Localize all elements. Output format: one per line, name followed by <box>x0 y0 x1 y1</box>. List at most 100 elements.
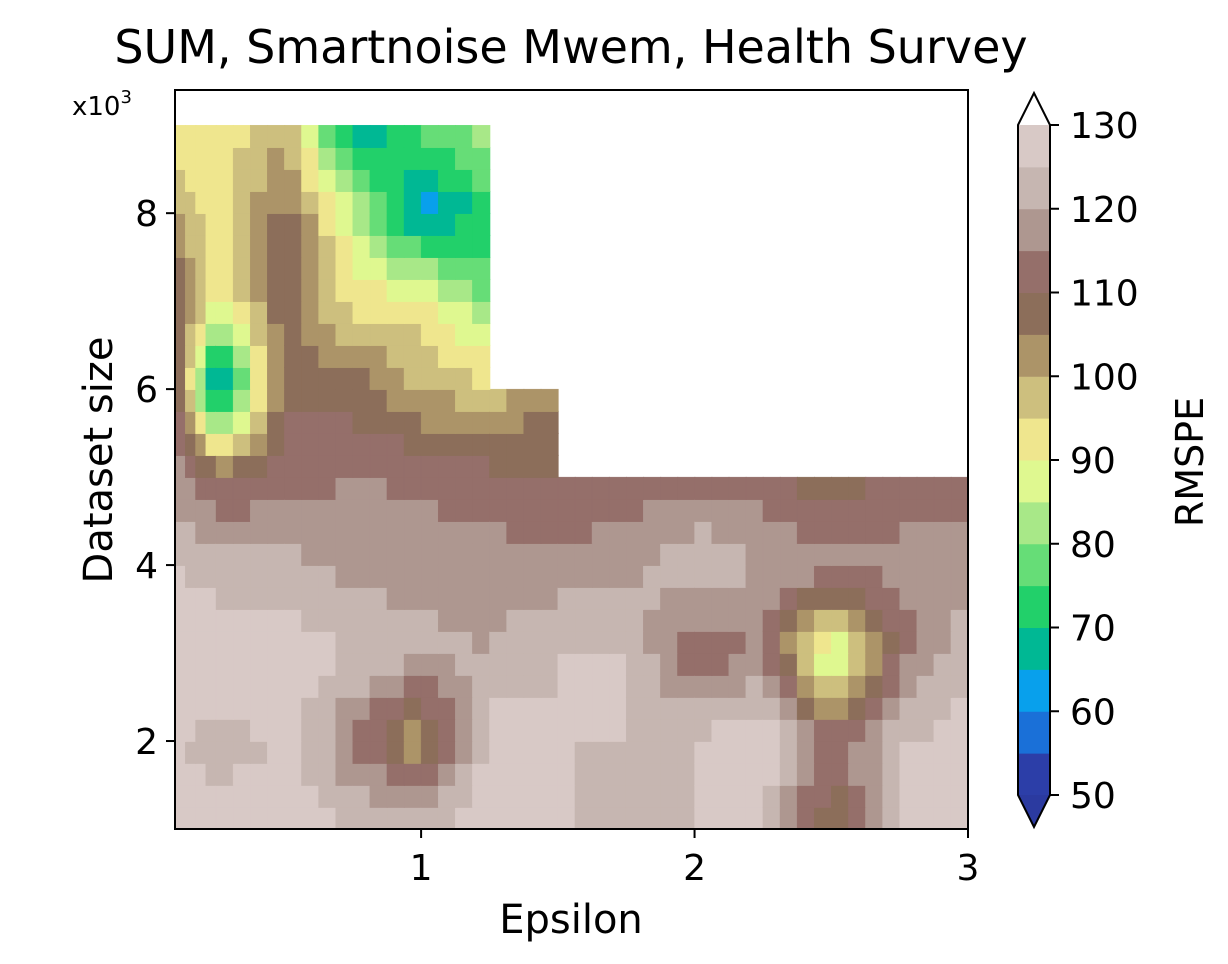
contour-cell <box>540 432 559 456</box>
contour-cell <box>195 652 207 676</box>
contour-cell <box>472 718 491 742</box>
contour-cell <box>386 256 405 280</box>
contour-cell <box>232 520 252 544</box>
contour-cell <box>882 784 901 808</box>
contour-cell <box>267 344 286 368</box>
contour-cell <box>284 322 303 346</box>
contour-cell <box>711 586 730 610</box>
contour-cell <box>779 476 798 500</box>
contour-cell <box>335 718 354 742</box>
contour-cell <box>472 674 491 698</box>
contour-cell <box>950 608 968 632</box>
contour-cell <box>284 740 303 764</box>
contour-cell <box>711 630 730 654</box>
contour-cell <box>301 762 320 786</box>
contour-cell <box>523 388 542 412</box>
contour-cell <box>403 652 422 676</box>
contour-cell <box>232 146 252 170</box>
contour-cell <box>711 740 730 764</box>
contour-cell <box>455 366 474 390</box>
contour-cell <box>195 300 207 324</box>
contour-cell <box>677 740 696 764</box>
contour-cell <box>301 300 320 324</box>
contour-cell <box>369 190 388 214</box>
contour-cell <box>232 212 252 236</box>
contour-cell <box>249 762 269 786</box>
contour-cell <box>267 388 286 412</box>
chart-title: SUM, Smartnoise Mwem, Health Survey <box>114 20 1027 74</box>
contour-cell <box>540 608 559 632</box>
contour-cell <box>711 718 730 742</box>
contour-cell <box>249 124 269 148</box>
contour-cell <box>267 476 286 500</box>
contour-cell <box>249 234 269 258</box>
y-tick-label: 6 <box>135 370 158 411</box>
contour-cell <box>420 542 439 566</box>
contour-cell <box>249 278 269 302</box>
contour-cell <box>301 740 320 764</box>
contour-cell <box>205 410 217 434</box>
contour-cell <box>916 542 935 566</box>
contour-cell <box>677 674 696 698</box>
contour-cell <box>403 608 422 632</box>
contour-cell <box>267 564 286 588</box>
contour-cell <box>728 608 747 632</box>
contour-cell <box>437 454 457 478</box>
contour-cell <box>950 498 968 522</box>
contour-cell <box>608 630 627 654</box>
contour-cell <box>728 652 747 676</box>
contour-cell <box>352 630 371 654</box>
contour-cell <box>489 608 508 632</box>
contour-cell <box>249 652 269 676</box>
contour-cell <box>267 212 286 236</box>
colorbar-tick-label: 60 <box>1070 692 1116 733</box>
contour-cell <box>215 124 234 148</box>
contour-cell <box>865 762 884 786</box>
contour-cell <box>899 520 918 544</box>
contour-cell <box>267 740 286 764</box>
contour-cell <box>625 586 645 610</box>
contour-cell <box>215 278 234 302</box>
contour-cell <box>643 476 662 500</box>
contour-cell <box>677 696 696 720</box>
contour-cell <box>574 718 593 742</box>
contour-cell <box>369 124 388 148</box>
contour-cell <box>455 190 474 214</box>
contour-cell <box>848 542 867 566</box>
contour-cell <box>175 608 187 632</box>
contour-cell <box>301 212 320 236</box>
contour-cell <box>506 542 525 566</box>
contour-cell <box>318 124 337 148</box>
contour-cell <box>950 784 968 808</box>
contour-cell <box>420 784 439 808</box>
contour-cell <box>318 366 337 390</box>
contour-cell <box>728 740 747 764</box>
contour-cell <box>352 608 371 632</box>
contour-cell <box>318 256 337 280</box>
contour-cell <box>779 520 798 544</box>
contour-cell <box>574 762 593 786</box>
contour-cell <box>301 498 320 522</box>
contour-cell <box>506 432 525 456</box>
contour-cell <box>455 432 474 456</box>
contour-cell <box>249 410 269 434</box>
contour-cell <box>882 498 901 522</box>
contour-cell <box>540 674 559 698</box>
contour-cell <box>813 586 833 610</box>
contour-cell <box>506 476 525 500</box>
contour-cell <box>523 586 542 610</box>
contour-cell <box>335 146 354 170</box>
y-tick-label: 8 <box>135 194 158 235</box>
contour-cell <box>335 454 354 478</box>
contour-cell <box>185 190 197 214</box>
contour-cell <box>205 498 217 522</box>
contour-cell <box>796 652 815 676</box>
contour-cell <box>455 806 474 829</box>
contour-cell <box>643 630 662 654</box>
contour-cell <box>301 520 320 544</box>
contour-cell <box>386 432 405 456</box>
contour-cell <box>205 168 217 192</box>
contour-cell <box>352 740 371 764</box>
contour-cell <box>591 542 610 566</box>
contour-cell <box>420 454 439 478</box>
